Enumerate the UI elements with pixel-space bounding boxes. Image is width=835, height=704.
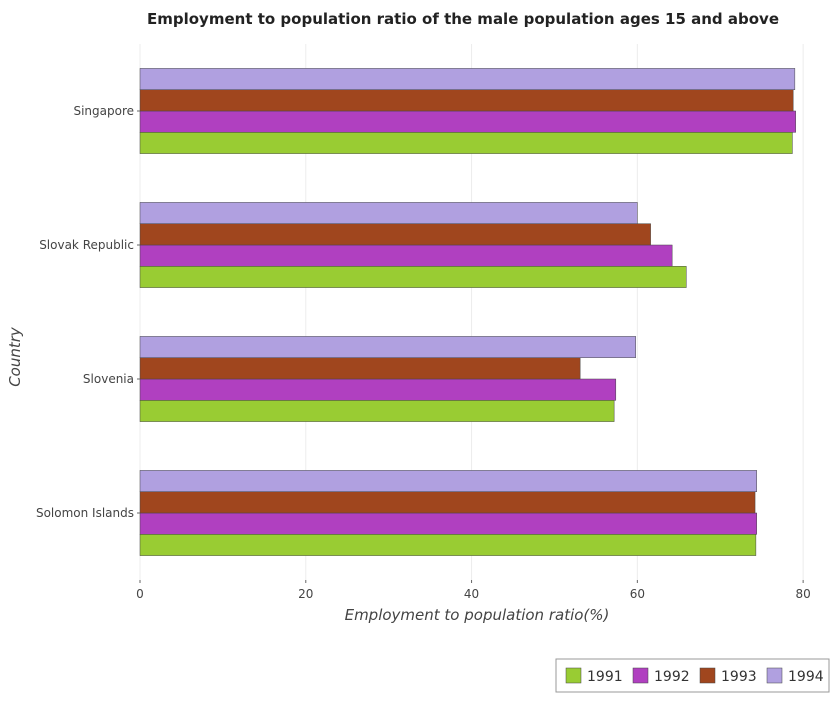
legend-box xyxy=(555,658,830,693)
x-tick-label: 0 xyxy=(136,587,144,601)
legend-label-1994: 1994 xyxy=(788,669,824,685)
legend: 1991 1992 1993 1994 xyxy=(555,658,830,693)
chart-title: Employment to population ratio of the ma… xyxy=(147,10,779,28)
bar-slovak-republic-1992 xyxy=(139,244,673,267)
legend-swatch-1994 xyxy=(766,667,783,684)
legend-label-1991: 1991 xyxy=(587,669,623,685)
bar-slovenia-1994 xyxy=(139,336,636,358)
x-tick-label: 40 xyxy=(464,587,479,601)
y-tick-label: Singapore xyxy=(73,104,134,118)
bar-solomon-islands-1993 xyxy=(139,491,756,514)
bar-slovak-republic-1994 xyxy=(139,202,638,224)
bar-slovenia-1991 xyxy=(139,400,615,422)
bar-singapore-1994 xyxy=(139,68,796,90)
bar-singapore-1993 xyxy=(139,89,794,112)
bar-slovak-republic-1993 xyxy=(139,223,651,246)
bar-singapore-1991 xyxy=(139,132,793,154)
legend-swatch-1993 xyxy=(699,667,716,684)
x-tick-labels: 0 20 40 60 80 xyxy=(136,580,811,601)
legend-items: 1991 1992 1993 1994 xyxy=(565,667,824,685)
legend-label-1993: 1993 xyxy=(721,669,757,685)
x-axis-label: Employment to population ratio(%) xyxy=(345,606,610,624)
bar-slovak-republic-1991 xyxy=(139,266,687,288)
y-tick-label: Slovenia xyxy=(83,372,134,386)
bar-slovenia-1992 xyxy=(139,378,617,401)
x-tick-label: 20 xyxy=(298,587,313,601)
legend-swatch-1991 xyxy=(565,667,582,684)
bars xyxy=(139,68,796,556)
legend-label-1992: 1992 xyxy=(654,669,690,685)
y-tick-labels: Singapore Slovak Republic Slovenia Solomon … xyxy=(36,104,140,520)
x-tick-label: 80 xyxy=(795,587,810,601)
y-axis-label: Country xyxy=(6,326,24,387)
bar-solomon-islands-1991 xyxy=(139,534,757,556)
bar-singapore-1992 xyxy=(139,110,796,133)
legend-swatch-1992 xyxy=(632,667,649,684)
bar-slovenia-1993 xyxy=(139,357,581,380)
y-tick-label: Solomon Islands xyxy=(36,506,134,520)
y-tick-label: Slovak Republic xyxy=(39,238,134,252)
bar-solomon-islands-1994 xyxy=(139,470,757,492)
x-tick-label: 60 xyxy=(630,587,645,601)
bar-solomon-islands-1992 xyxy=(139,512,757,535)
